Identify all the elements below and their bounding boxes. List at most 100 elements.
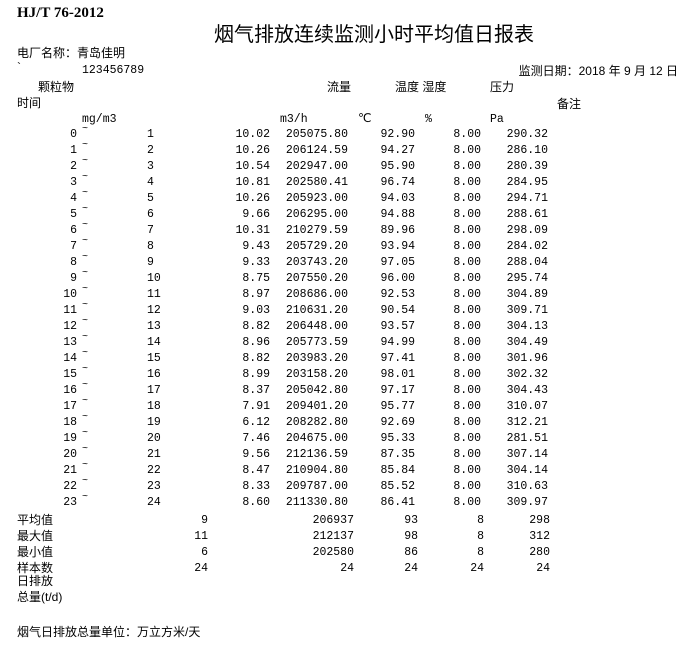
tilde-separator: ~ (82, 364, 89, 375)
header-remark: 备注 (557, 97, 582, 111)
flow-value: 210631.20 (285, 304, 348, 317)
humidity-value: 8.00 (453, 160, 481, 173)
summary-particle: 24 (194, 562, 208, 575)
hour-from: 10 (63, 288, 77, 301)
hour-from: 19 (63, 432, 77, 445)
temp-value: 86.41 (380, 496, 415, 509)
summary-humidity: 8 (477, 546, 484, 559)
hour-from: 20 (63, 448, 77, 461)
summary-particle: 9 (201, 514, 208, 527)
humidity-value: 8.00 (453, 496, 481, 509)
summary-label: 样本数 (17, 561, 54, 575)
hour-from: 0 (70, 128, 77, 141)
pressure-value: 310.63 (506, 480, 548, 493)
particle-value: 10.26 (235, 144, 270, 157)
unit-pressure: Pa (490, 113, 504, 126)
header-pressure: 压力 (490, 80, 515, 94)
pressure-value: 298.09 (506, 224, 548, 237)
humidity-value: 8.00 (453, 464, 481, 477)
humidity-value: 8.00 (453, 128, 481, 141)
flow-value: 206295.00 (285, 208, 348, 221)
hour-to: 7 (147, 224, 154, 237)
humidity-value: 8.00 (453, 240, 481, 253)
temp-value: 94.88 (380, 208, 415, 221)
pressure-value: 302.32 (506, 368, 548, 381)
hour-from: 21 (63, 464, 77, 477)
footer-note: 烟气日排放总量单位：万立方米/天 (17, 625, 201, 639)
particle-value: 7.91 (242, 400, 270, 413)
humidity-value: 8.00 (453, 352, 481, 365)
summary-flow: 24 (340, 562, 354, 575)
summary-humidity: 8 (477, 514, 484, 527)
particle-value: 10.81 (235, 176, 270, 189)
monitor-date: 监测日期：2018 年 9 月 12 日 (518, 64, 678, 78)
hour-from: 11 (63, 304, 77, 317)
particle-value: 8.33 (242, 480, 270, 493)
humidity-value: 8.00 (453, 224, 481, 237)
tilde-separator: ~ (82, 236, 89, 247)
temp-value: 95.33 (380, 432, 415, 445)
hour-from: 9 (70, 272, 77, 285)
temp-value: 87.35 (380, 448, 415, 461)
hour-from: 17 (63, 400, 77, 413)
tilde-separator: ~ (82, 172, 89, 183)
tilde-separator: ~ (82, 492, 89, 503)
standard-code: HJ/T 76-2012 (17, 5, 104, 21)
hour-to: 13 (147, 320, 161, 333)
summary-flow: 202580 (312, 546, 354, 559)
flow-value: 202580.41 (285, 176, 348, 189)
flow-value: 204675.00 (285, 432, 348, 445)
tilde-separator: ~ (82, 252, 89, 263)
summary-label: 最大值 (17, 529, 54, 543)
hour-to: 10 (147, 272, 161, 285)
plant-name: 电厂名称：青岛佳明 (17, 46, 126, 60)
daily-total-unit-label: 总量(t/d) (17, 590, 63, 604)
pressure-value: 310.07 (506, 400, 548, 413)
particle-value: 10.26 (235, 192, 270, 205)
summary-flow: 206937 (312, 514, 354, 527)
flow-value: 203158.20 (285, 368, 348, 381)
hour-from: 13 (63, 336, 77, 349)
pressure-value: 288.04 (506, 256, 548, 269)
temp-value: 97.05 (380, 256, 415, 269)
pressure-value: 280.39 (506, 160, 548, 173)
hour-to: 12 (147, 304, 161, 317)
unit-particle: mg/m3 (82, 113, 117, 126)
summary-pressure: 298 (529, 514, 550, 527)
particle-value: 7.46 (242, 432, 270, 445)
header-particle: 颗粒物 (38, 80, 75, 94)
particle-value: 8.82 (242, 352, 270, 365)
flow-value: 203743.20 (285, 256, 348, 269)
pressure-value: 304.43 (506, 384, 548, 397)
pressure-value: 294.71 (506, 192, 548, 205)
hour-to: 15 (147, 352, 161, 365)
temp-value: 90.54 (380, 304, 415, 317)
humidity-value: 8.00 (453, 208, 481, 221)
flow-value: 209401.20 (285, 400, 348, 413)
humidity-value: 8.00 (453, 304, 481, 317)
temp-value: 92.90 (380, 128, 415, 141)
unit-flow: m3/h (280, 113, 308, 126)
summary-temp: 98 (404, 530, 418, 543)
humidity-value: 8.00 (453, 416, 481, 429)
hour-to: 16 (147, 368, 161, 381)
tilde-separator: ~ (82, 316, 89, 327)
tilde-separator: ~ (82, 444, 89, 455)
temp-value: 94.03 (380, 192, 415, 205)
hour-to: 24 (147, 496, 161, 509)
hour-to: 9 (147, 256, 154, 269)
hour-to: 6 (147, 208, 154, 221)
temp-value: 89.96 (380, 224, 415, 237)
hour-to: 4 (147, 176, 154, 189)
header-temp-humidity: 温度 湿度 (395, 80, 447, 94)
temp-value: 96.74 (380, 176, 415, 189)
hour-from: 14 (63, 352, 77, 365)
hour-to: 3 (147, 160, 154, 173)
unit-temp: ℃ (358, 111, 372, 125)
temp-value: 96.00 (380, 272, 415, 285)
pressure-value: 281.51 (506, 432, 548, 445)
tilde-separator: ~ (82, 140, 89, 151)
hour-from: 6 (70, 224, 77, 237)
tilde-separator: ~ (82, 412, 89, 423)
flow-value: 210904.80 (285, 464, 348, 477)
